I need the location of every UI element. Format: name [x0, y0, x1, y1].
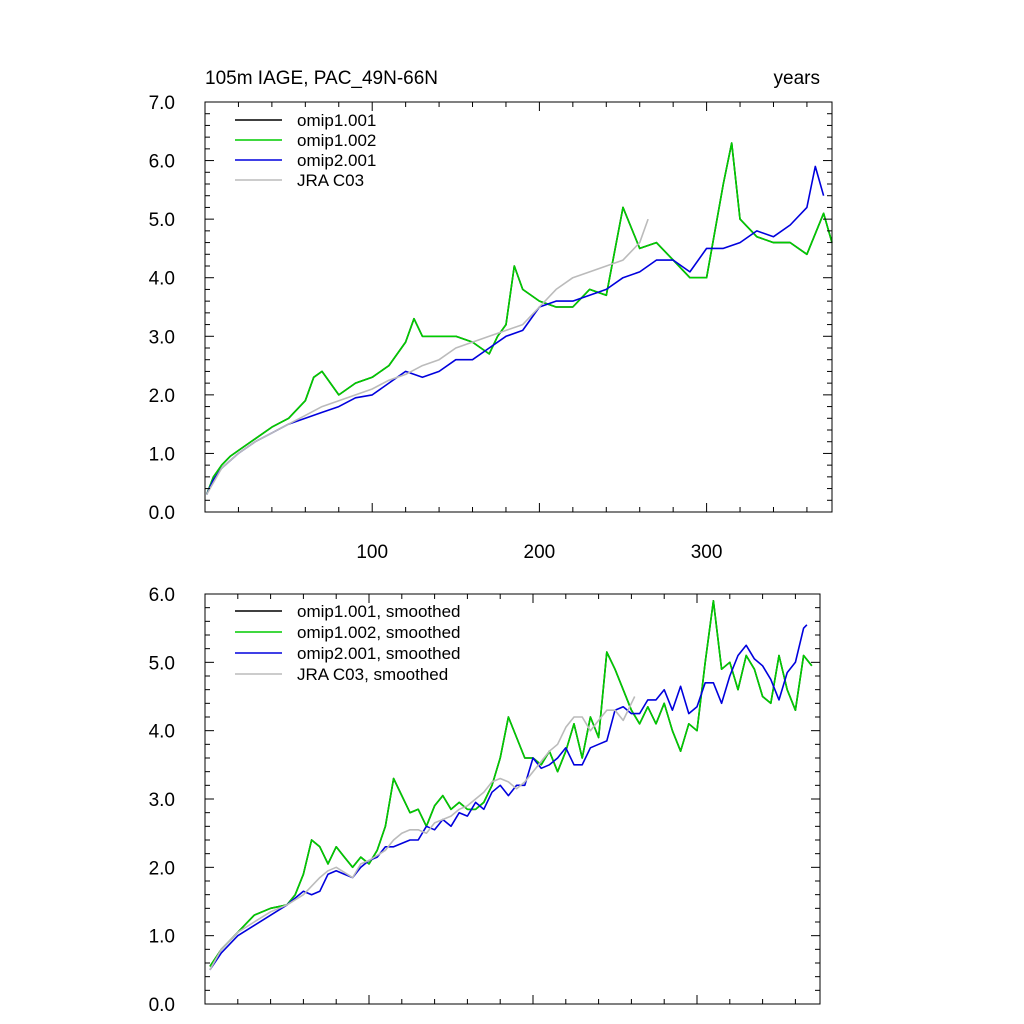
top-series-line-3 — [206, 218, 649, 495]
top-x-tick-label: 300 — [691, 542, 723, 563]
top-series-group — [205, 142, 833, 495]
bottom-y-tick-label: 1.0 — [149, 927, 175, 948]
bottom-legend-label-0: omip1.001, smoothed — [297, 602, 461, 621]
bottom-plot-frame — [204, 593, 821, 1005]
top-chart-units: years — [774, 68, 820, 89]
bottom-y-tick-label: 3.0 — [149, 790, 175, 811]
top-y-tick-label: 2.0 — [149, 386, 175, 407]
top-y-tick-labels: 0.0 1.0 2.0 3.0 4.0 5.0 6.0 7.0 — [149, 93, 175, 524]
top-y-tick-label: 0.0 — [149, 503, 175, 524]
top-series-line-2 — [205, 165, 825, 495]
bottom-legend-label-2: omip2.001, smoothed — [297, 644, 461, 663]
top-x-tick-label: 200 — [524, 542, 556, 563]
top-chart-title: 105m IAGE, PAC_49N-66N — [205, 68, 438, 89]
top-ticks-group — [205, 101, 832, 513]
bottom-legend: omip1.001, smoothed omip1.002, smoothed om… — [235, 602, 461, 684]
top-panel: 105m IAGE, PAC_49N-66N years 0.0 1.0 2.0 3.… — [149, 68, 833, 563]
top-x-tick-label: 100 — [356, 542, 388, 563]
bottom-panel: 0.0 1.0 2.0 3.0 4.0 5.0 6.0 omip1.001, smoothe… — [149, 585, 821, 1016]
bottom-y-tick-label: 5.0 — [149, 653, 175, 674]
bottom-series-line-2 — [209, 624, 808, 971]
top-y-tick-label: 1.0 — [149, 444, 175, 465]
top-y-tick-label: 3.0 — [149, 327, 175, 348]
top-y-tick-label: 6.0 — [149, 152, 175, 173]
bottom-y-tick-label: 0.0 — [149, 995, 175, 1016]
top-series-line-1 — [205, 142, 833, 495]
top-legend-label-0: omip1.001 — [297, 111, 376, 130]
bottom-legend-label-1: omip1.002, smoothed — [297, 623, 461, 642]
bottom-legend-label-3: JRA C03, smoothed — [297, 665, 448, 684]
top-y-tick-label: 4.0 — [149, 269, 175, 290]
top-plot-frame — [204, 101, 833, 513]
bottom-y-tick-labels: 0.0 1.0 2.0 3.0 4.0 5.0 6.0 — [149, 585, 175, 1016]
top-x-tick-labels: 100 200 300 — [356, 542, 722, 563]
top-y-tick-label: 7.0 — [149, 93, 175, 114]
bottom-series-line-1 — [209, 599, 813, 967]
top-legend-label-3: JRA C03 — [297, 171, 364, 190]
bottom-y-tick-label: 4.0 — [149, 722, 175, 743]
bottom-series-line-3 — [209, 696, 636, 971]
top-legend-label-2: omip2.001 — [297, 151, 376, 170]
top-legend-label-1: omip1.002 — [297, 131, 376, 150]
bottom-series-group — [209, 599, 813, 971]
top-y-tick-label: 5.0 — [149, 210, 175, 231]
bottom-y-tick-label: 6.0 — [149, 585, 175, 606]
bottom-y-tick-label: 2.0 — [149, 858, 175, 879]
